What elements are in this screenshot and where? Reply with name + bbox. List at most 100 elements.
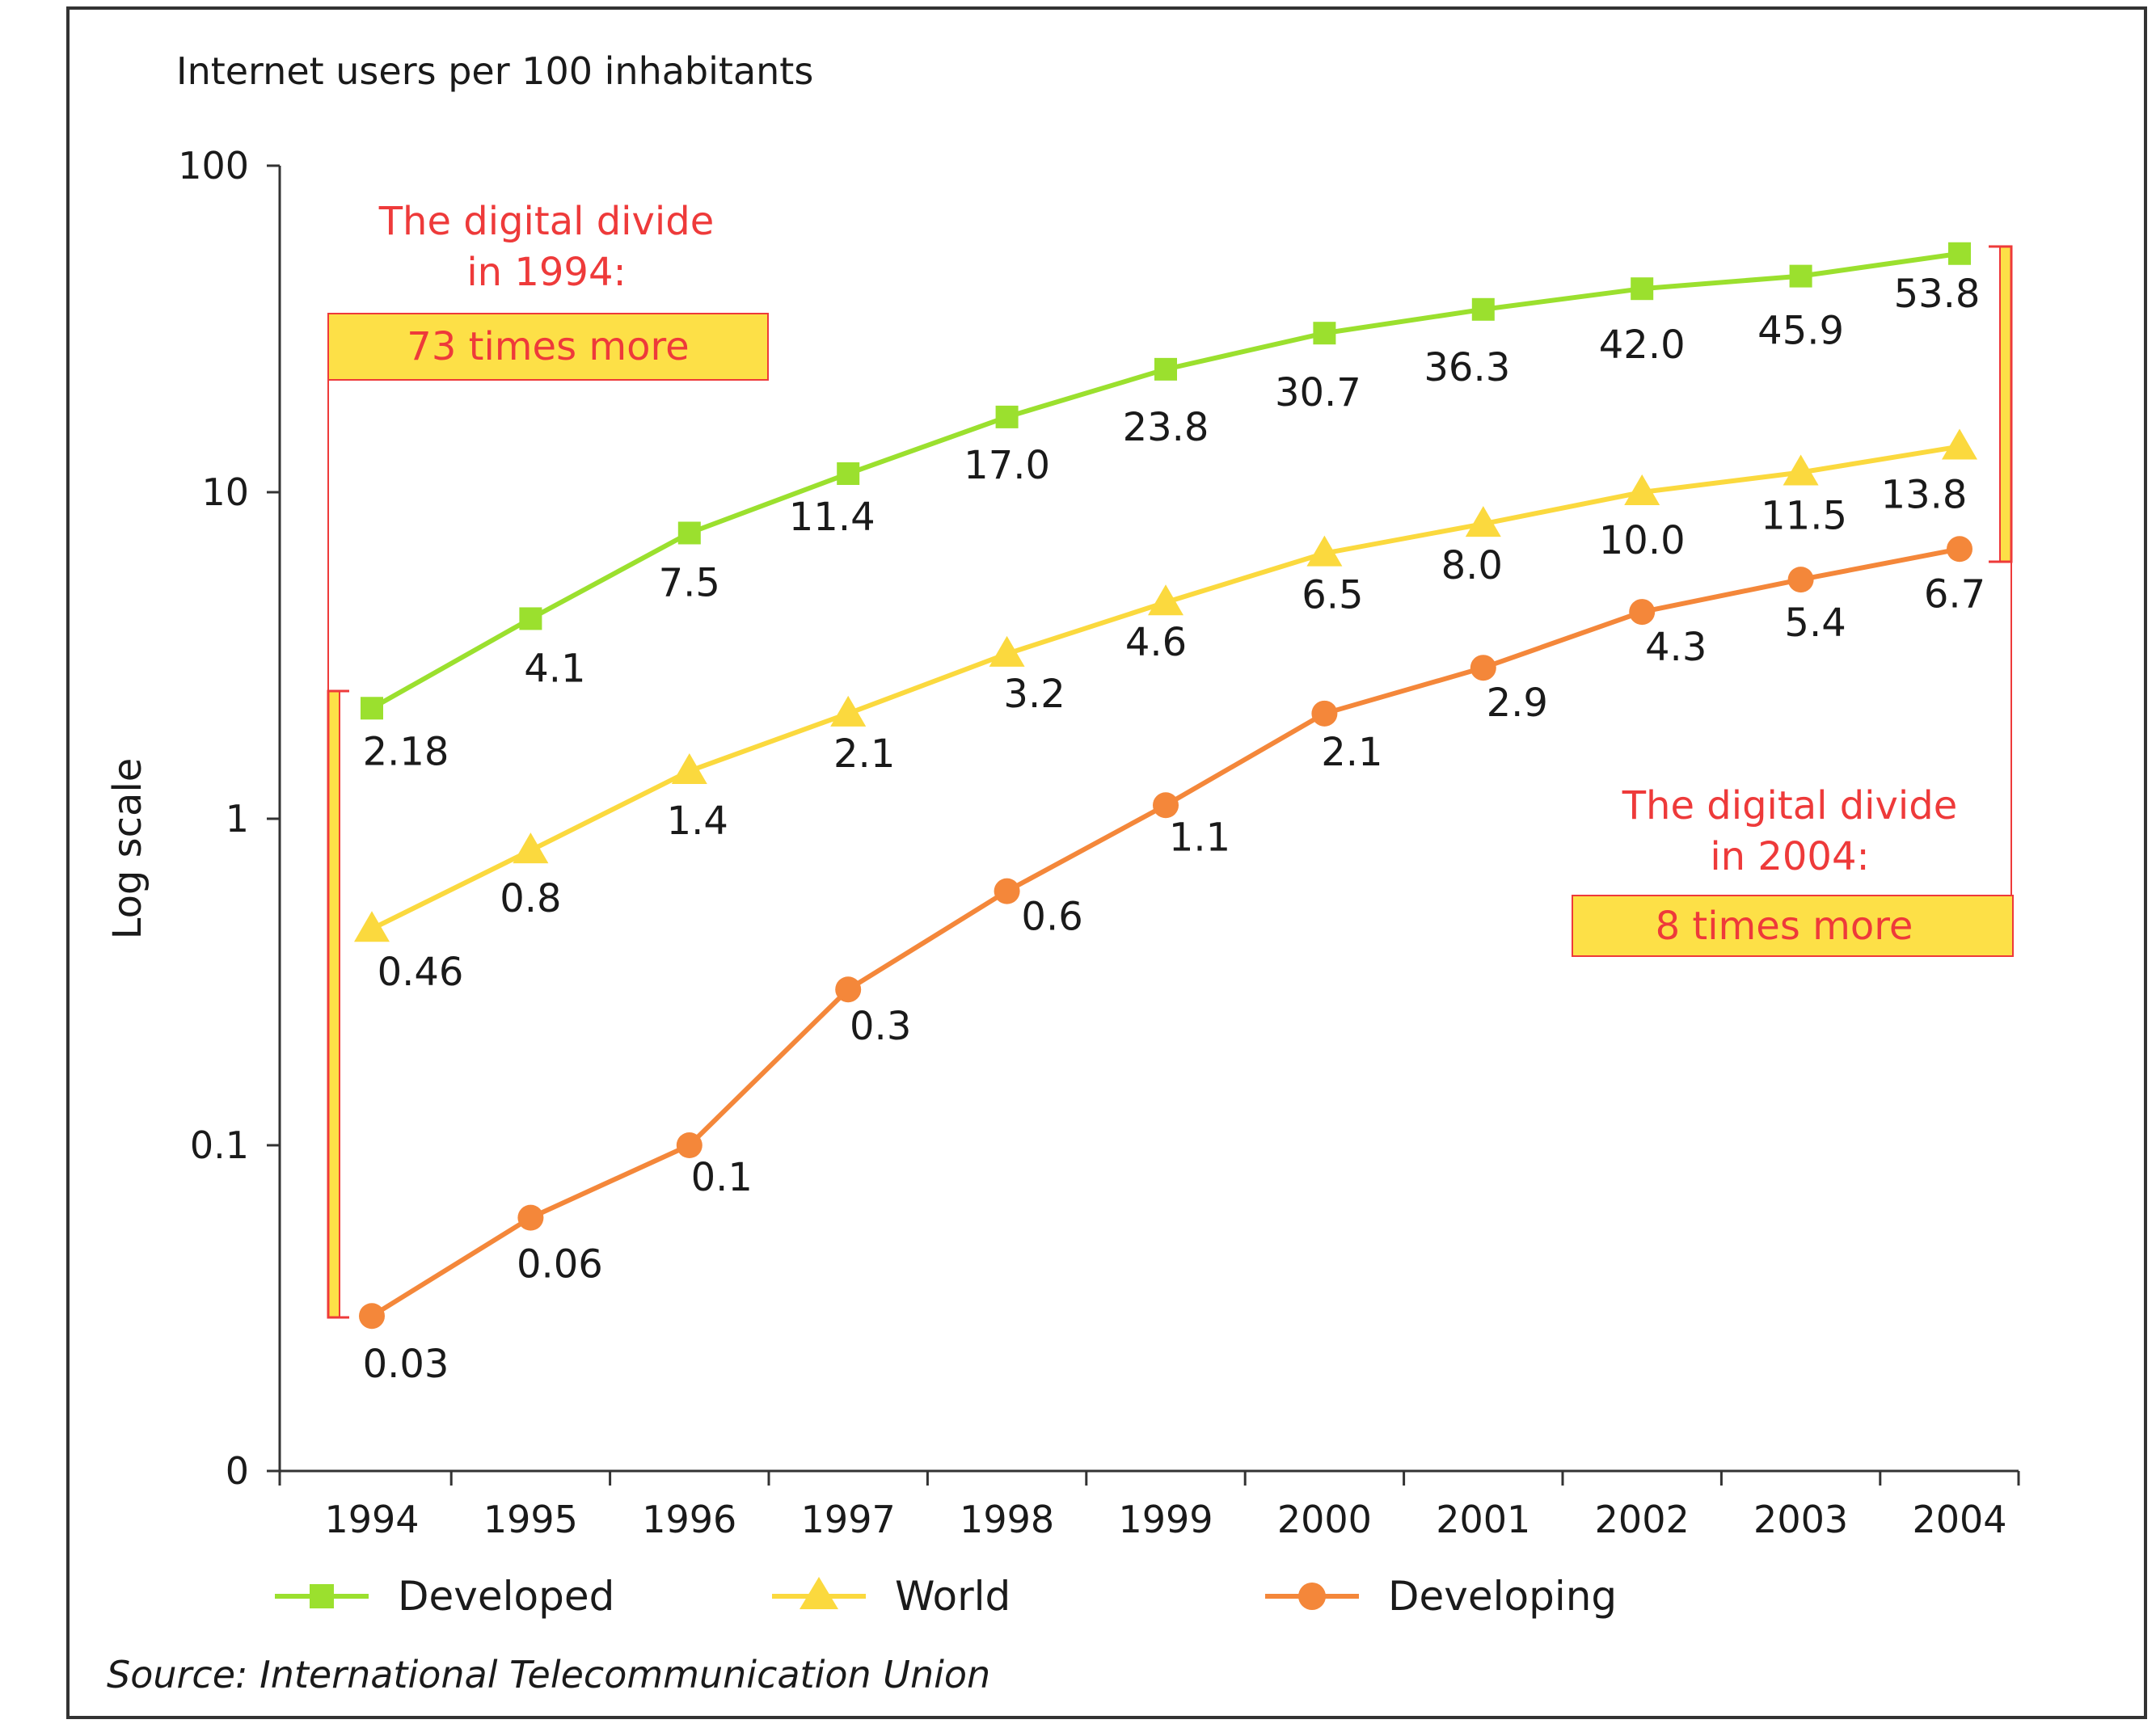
series-world: 0.46 0.8 1.4 2.1 3.2 4.6 6.5 8.0 10.0 11.5 13.8 bbox=[354, 428, 1977, 995]
developed-point bbox=[1789, 264, 1812, 288]
x-tick-label: 2002 bbox=[1595, 1498, 1690, 1541]
x-ticks: 1994 1995 1996 1997 1998 1999 2000 2001 2002 2003… bbox=[278, 1471, 2020, 1541]
world-data-label: 3.2 bbox=[1003, 672, 1065, 717]
developing-point bbox=[1629, 599, 1656, 626]
y-tick-label: 100 bbox=[178, 144, 249, 188]
y-tick-label: 0 bbox=[226, 1449, 249, 1493]
developed-point bbox=[837, 462, 860, 486]
developing-point bbox=[517, 1204, 544, 1231]
legend-marker bbox=[800, 1577, 838, 1609]
x-tick-label: 2004 bbox=[1912, 1498, 2006, 1541]
developed-data-label: 36.3 bbox=[1424, 345, 1510, 390]
developed-data-label: 42.0 bbox=[1599, 322, 1686, 368]
world-point bbox=[1465, 506, 1501, 537]
legend-label: Developing bbox=[1388, 1573, 1617, 1620]
x-tick-label: 2003 bbox=[1753, 1498, 1848, 1541]
developed-data-label: 11.4 bbox=[789, 495, 875, 540]
world-point bbox=[989, 635, 1025, 667]
developed-point bbox=[1948, 242, 1971, 265]
developing-data-label: 4.3 bbox=[1645, 625, 1707, 670]
legend-marker bbox=[1298, 1583, 1326, 1610]
developing-data-label: 2.1 bbox=[1321, 730, 1382, 775]
world-data-label: 4.6 bbox=[1125, 620, 1187, 665]
legend-label: World bbox=[895, 1573, 1010, 1620]
developing-point bbox=[359, 1303, 385, 1330]
series-developed: 2.18 4.1 7.5 11.4 17.0 23.8 30.7 36.3 42.0 45.9 53… bbox=[361, 242, 1980, 774]
developed-point bbox=[995, 405, 1019, 428]
x-tick-label: 1999 bbox=[1118, 1498, 1213, 1541]
developed-data-label: 30.7 bbox=[1275, 370, 1361, 415]
developing-point bbox=[1787, 567, 1814, 593]
legend-item-developing: Developing bbox=[1265, 1573, 1617, 1620]
x-tick-label: 2001 bbox=[1436, 1498, 1530, 1541]
legend-item-developed: Developed bbox=[275, 1573, 614, 1620]
box-2004 bbox=[1572, 895, 2014, 957]
developed-data-label: 53.8 bbox=[1894, 272, 1981, 317]
developed-point bbox=[1313, 322, 1336, 345]
developing-point bbox=[1311, 700, 1338, 727]
world-data-label: 0.8 bbox=[500, 876, 561, 921]
world-point bbox=[513, 832, 549, 864]
developing-point bbox=[1947, 536, 1972, 563]
y-tick-label: 0.1 bbox=[190, 1123, 249, 1167]
world-data-label: 10.0 bbox=[1599, 518, 1686, 563]
developed-point bbox=[1631, 277, 1654, 301]
developing-data-label: 0.03 bbox=[363, 1342, 449, 1387]
annotation-1994-text: in 1994: bbox=[466, 250, 626, 295]
world-data-label: 6.5 bbox=[1302, 573, 1363, 618]
world-point bbox=[1624, 474, 1660, 505]
x-tick-label: 1996 bbox=[642, 1498, 736, 1541]
x-tick-label: 1998 bbox=[960, 1498, 1054, 1541]
bracket-1994-bar bbox=[327, 690, 340, 1318]
chart-title: Internet users per 100 inhabitants bbox=[176, 49, 813, 93]
developed-data-label: 23.8 bbox=[1123, 405, 1209, 450]
y-ticks: 100 10 1 0.1 0 bbox=[178, 144, 280, 1493]
y-tick-label: 10 bbox=[201, 470, 249, 514]
annotation-2004-text: The digital divide bbox=[1622, 783, 1958, 828]
world-data-label: 0.46 bbox=[378, 950, 464, 995]
world-point bbox=[1783, 454, 1819, 486]
developed-data-label: 2.18 bbox=[363, 729, 449, 774]
outer-frame bbox=[66, 6, 2147, 1719]
box-1994 bbox=[327, 313, 769, 381]
world-data-label: 8.0 bbox=[1441, 543, 1503, 588]
legend-label: Developed bbox=[398, 1573, 614, 1620]
box-1994-text: 73 times more bbox=[407, 324, 689, 369]
world-data-label: 11.5 bbox=[1761, 493, 1847, 538]
developing-point bbox=[676, 1132, 702, 1158]
annotations: The digital divide in 1994: 73 times more T… bbox=[327, 199, 2014, 1319]
series-layer: 2.18 4.1 7.5 11.4 17.0 23.8 30.7 36.3 42.0 45.9 53… bbox=[354, 242, 1985, 1387]
developed-point bbox=[519, 607, 542, 630]
developing-data-label: 0.1 bbox=[691, 1155, 753, 1200]
x-tick-label: 1995 bbox=[483, 1498, 578, 1541]
developing-point bbox=[1153, 792, 1179, 819]
developing-data-label: 6.7 bbox=[1924, 571, 1985, 617]
bracket-2004-bar bbox=[1999, 246, 2012, 563]
developing-data-label: 1.1 bbox=[1169, 815, 1230, 860]
legend: Developed World Developing bbox=[275, 1573, 1617, 1620]
world-point bbox=[1942, 428, 1977, 460]
world-data-label: 2.1 bbox=[833, 731, 895, 777]
developed-data-label: 4.1 bbox=[524, 646, 585, 691]
legend-marker bbox=[310, 1584, 334, 1608]
developing-data-label: 2.9 bbox=[1487, 681, 1548, 726]
world-point bbox=[830, 695, 867, 727]
developed-point bbox=[361, 697, 383, 720]
box-2004-text: 8 times more bbox=[1656, 904, 1913, 949]
developing-data-label: 0.6 bbox=[1021, 895, 1082, 940]
world-data-label: 13.8 bbox=[1881, 472, 1968, 517]
developing-data-label: 0.3 bbox=[850, 1004, 911, 1049]
x-tick-label: 1997 bbox=[801, 1498, 896, 1541]
x-tick-label: 2000 bbox=[1277, 1498, 1372, 1541]
developing-point bbox=[1470, 655, 1496, 681]
developed-point bbox=[1471, 297, 1495, 321]
annotation-2004-text: in 2004: bbox=[1710, 834, 1869, 879]
world-data-label: 1.4 bbox=[667, 799, 728, 844]
annotation-1994-text: The digital divide bbox=[378, 199, 715, 244]
developing-point bbox=[994, 878, 1020, 904]
developing-point bbox=[835, 976, 862, 1003]
y-tick-label: 1 bbox=[226, 797, 249, 841]
world-point bbox=[354, 911, 390, 942]
bracket-2004 bbox=[1989, 245, 2013, 563]
